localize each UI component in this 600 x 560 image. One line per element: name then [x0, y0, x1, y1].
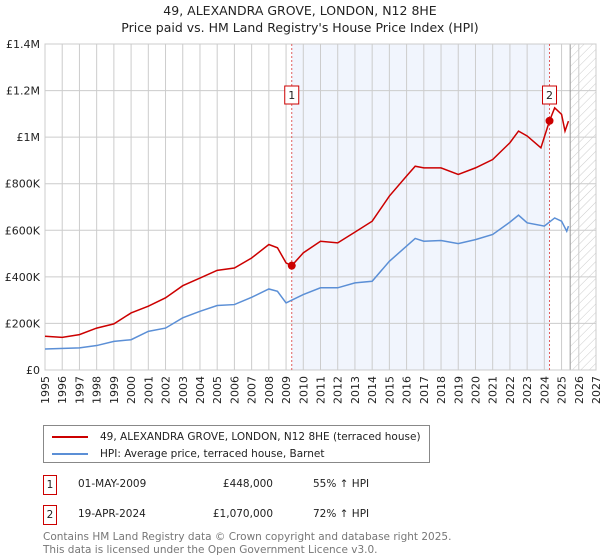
x-tick-label: 2015 — [383, 376, 396, 404]
x-tick-label: 2012 — [332, 376, 345, 404]
chart-title: 49, ALEXANDRA GROVE, LONDON, N12 8HE Pri… — [0, 2, 600, 36]
red-line-swatch — [52, 435, 88, 438]
x-tick-label: 2003 — [177, 376, 190, 404]
sale-label-box — [542, 85, 558, 105]
x-tick-label: 2004 — [194, 376, 207, 404]
legend-label: HPI: Average price, terraced house, Barn… — [100, 447, 325, 460]
x-tick-label: 2016 — [401, 376, 414, 404]
y-tick-label: £1M — [17, 131, 41, 144]
transaction-row: 1 01-MAY-2009 £448,000 55% ↑ HPI — [43, 475, 443, 495]
sale-point — [287, 261, 296, 270]
footer-line-1: Contains HM Land Registry data © Crown c… — [43, 531, 452, 543]
x-tick-label: 2024 — [538, 376, 551, 404]
y-tick-label: £800K — [5, 178, 41, 191]
transaction-date: 19-APR-2024 — [78, 508, 146, 520]
series-line — [44, 106, 570, 339]
blue-line-swatch — [52, 452, 88, 455]
transaction-hpi: 55% ↑ HPI — [313, 478, 370, 490]
transaction-hpi: 72% ↑ HPI — [313, 508, 370, 520]
x-tick-label: 1996 — [56, 376, 69, 404]
y-tick-label: £400K — [5, 271, 41, 284]
x-tick-label: 2020 — [469, 376, 482, 404]
x-tick-label: 2007 — [246, 376, 259, 404]
x-tick-label: 2023 — [521, 376, 534, 404]
x-tick-label: 2011 — [315, 376, 328, 404]
x-tick-label: 2025 — [556, 376, 569, 404]
series-line — [44, 214, 570, 350]
x-tick-label: 2005 — [211, 376, 224, 404]
x-tick-label: 2000 — [125, 376, 138, 404]
transaction-price: £448,000 — [222, 478, 273, 490]
x-tick-label: 2009 — [280, 376, 293, 404]
plot-border — [44, 43, 597, 371]
x-tick-label: 2010 — [297, 376, 310, 404]
y-tick-label: £1.2M — [6, 85, 40, 98]
x-tick-label: 1997 — [73, 376, 86, 404]
forecast-hatch — [570, 44, 596, 370]
footer-line-2: This data is licensed under the Open Gov… — [43, 544, 378, 556]
y-tick-label: £1.4M — [6, 38, 40, 51]
x-tick-label: 2027 — [590, 376, 600, 404]
transaction-row: 2 19-APR-2024 £1,070,000 72% ↑ HPI — [43, 505, 443, 525]
transaction-number: 2 — [43, 505, 57, 525]
title-line-1: 49, ALEXANDRA GROVE, LONDON, N12 8HE — [163, 3, 437, 18]
y-tick-label: £0 — [26, 364, 40, 377]
transaction-date: 01-MAY-2009 — [78, 478, 147, 490]
x-tick-label: 2013 — [349, 376, 362, 404]
x-tick-label: 2001 — [142, 376, 155, 404]
sale-label-box — [284, 85, 300, 105]
price-chart: 1995 1996 1997 1998 1999 2000 2001 2002 2003 2004… — [5, 38, 600, 404]
x-tick-label: 2026 — [573, 376, 586, 404]
transaction-price: £1,070,000 — [212, 508, 273, 520]
sale-point — [545, 116, 554, 125]
x-tick-label: 2019 — [452, 376, 465, 404]
x-tick-label: 2022 — [504, 376, 517, 404]
x-tick-label: 1998 — [91, 376, 104, 404]
sale-label: 2 — [546, 89, 553, 102]
x-tick-label: 2017 — [418, 376, 431, 404]
x-tick-label: 2014 — [366, 376, 379, 404]
sale-label: 1 — [288, 89, 295, 102]
legend-label: 49, ALEXANDRA GROVE, LONDON, N12 8HE (te… — [100, 430, 421, 443]
shaded-ownership-period — [291, 44, 550, 370]
x-tick-label: 2018 — [435, 376, 448, 404]
footer: Contains HM Land Registry data © Crown c… — [43, 531, 451, 557]
legend: 49, ALEXANDRA GROVE, LONDON, N12 8HE (te… — [43, 425, 430, 463]
y-tick-label: £200K — [5, 317, 41, 330]
y-tick-label: £600K — [5, 224, 41, 237]
x-tick-label: 2021 — [487, 376, 500, 404]
x-tick-label: 1995 — [39, 376, 52, 404]
x-tick-label: 2006 — [228, 376, 241, 404]
x-tick-label: 1999 — [108, 376, 121, 404]
x-tick-label: 2002 — [160, 376, 173, 404]
x-tick-label: 2008 — [263, 376, 276, 404]
legend-item-hpi: HPI: Average price, terraced house, Barn… — [52, 445, 421, 462]
title-line-2: Price paid vs. HM Land Registry's House … — [121, 20, 479, 35]
legend-item-property: 49, ALEXANDRA GROVE, LONDON, N12 8HE (te… — [52, 428, 421, 445]
transaction-number: 1 — [43, 475, 57, 495]
